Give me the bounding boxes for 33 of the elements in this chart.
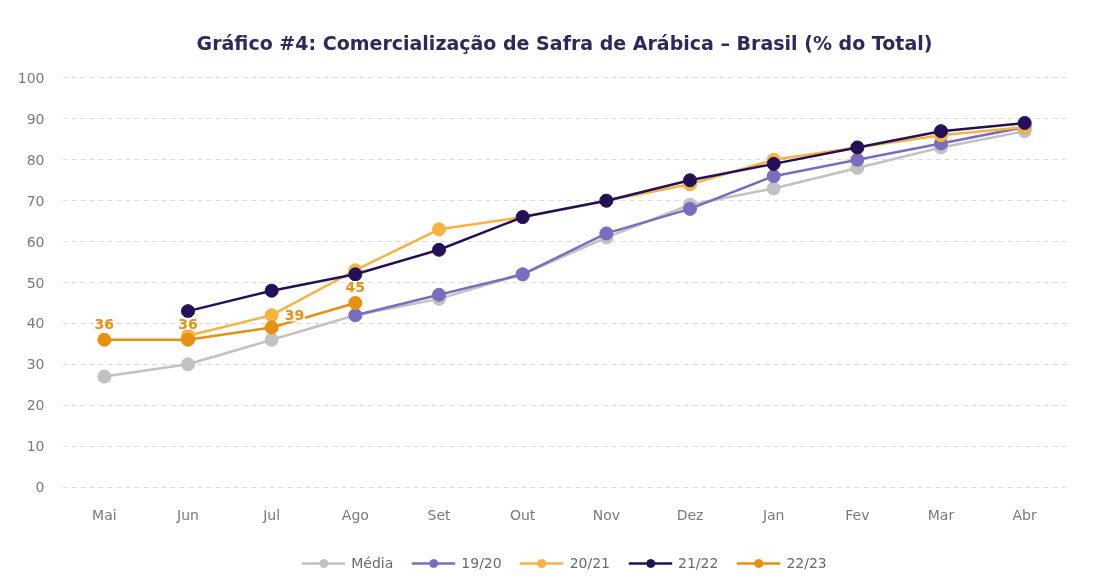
data-label: 36	[94, 315, 115, 332]
y-tick-label: 0	[35, 479, 45, 496]
y-tick-label: 80	[26, 151, 45, 168]
x-tick-label: Mai	[92, 506, 117, 523]
x-tick-label: Out	[509, 506, 536, 523]
y-tick-label: 40	[26, 315, 45, 332]
x-tick-label: Fev	[845, 506, 870, 523]
x-tick-label: Mar	[927, 506, 955, 523]
data-label: 45	[345, 278, 366, 295]
legend-label: 19/20	[461, 555, 502, 571]
y-tick-label: 20	[26, 397, 45, 414]
y-tick-label: 100	[17, 69, 45, 86]
data-label: 39	[284, 307, 305, 324]
x-tick-label: Dez	[676, 506, 704, 523]
legend-label: 22/23	[786, 555, 827, 571]
x-tick-label: Jul	[262, 506, 281, 523]
y-tick-label: 30	[26, 356, 45, 373]
y-tick-label: 50	[26, 274, 45, 291]
x-tick-label: Abr	[1012, 506, 1038, 523]
x-tick-label: Jun	[176, 506, 199, 523]
legend-label: Média	[351, 555, 394, 571]
legend-label: 20/21	[569, 555, 611, 571]
x-tick-label: Set	[427, 506, 452, 523]
x-tick-label: Jan	[761, 506, 785, 523]
legend-label: 21/22	[678, 555, 719, 571]
chart-title: Gráfico #4: Comercialização de Safra de Arábica – Brasil (% do Total)	[196, 32, 933, 54]
y-tick-label: 10	[26, 438, 45, 455]
y-tick-label: 60	[26, 233, 45, 250]
data-label: 36	[178, 315, 198, 332]
y-tick-label: 70	[26, 192, 45, 209]
y-tick-label: 90	[26, 110, 45, 127]
x-tick-label: Nov	[592, 506, 620, 523]
x-tick-label: Ago	[341, 506, 369, 523]
